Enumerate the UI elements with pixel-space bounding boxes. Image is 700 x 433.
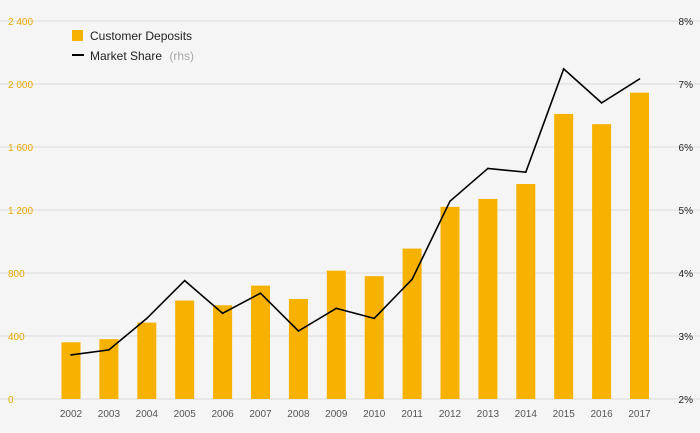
legend-label-deposits: Customer Deposits (90, 29, 192, 43)
x-tick-label: 2010 (363, 409, 386, 420)
bar-2010 (364, 276, 384, 399)
market-share-point-2003 (108, 349, 110, 351)
market-share-point-2006 (221, 312, 224, 315)
x-tick-label: 2009 (325, 409, 348, 420)
y-left-tick-label: 2 000 (8, 80, 33, 91)
bar-2002 (61, 342, 81, 399)
bar-2011 (402, 248, 422, 399)
bar-2005 (175, 300, 195, 399)
market-share-point-2010 (373, 317, 376, 320)
bar-2007 (251, 285, 270, 399)
market-share-point-2017 (638, 78, 641, 80)
market-share-point-2007 (259, 292, 262, 294)
y-left-tick-label: 0 (8, 395, 14, 406)
x-tick-label: 2016 (590, 409, 613, 420)
deposit-bars (61, 92, 649, 400)
y-right-tick-label: 7% (679, 80, 694, 91)
market-share-point-2014 (525, 171, 527, 173)
left-axis-ticks: 0 400 800 1 200 1 600 2 000 2 400 (8, 17, 33, 406)
market-share-point-2015 (562, 68, 565, 70)
x-tick-label: 2015 (553, 409, 576, 420)
x-tick-label: 2005 (174, 409, 197, 420)
x-tick-label: 2017 (628, 409, 651, 420)
x-tick-label: 2003 (98, 409, 121, 420)
bar-2004 (137, 322, 157, 399)
market-share-point-2008 (297, 330, 300, 332)
market-share-line-group (70, 67, 641, 356)
x-tick-label: 2014 (515, 409, 538, 420)
y-right-tick-label: 6% (679, 143, 694, 154)
x-tick-label: 2007 (249, 409, 272, 420)
legend-swatch-deposits (72, 30, 83, 41)
x-axis-ticks: 2002 2003 2004 2005 2006 2007 2008 2009 2010 2011… (60, 409, 651, 420)
legend: Customer Deposits Market Share (rhs) (72, 29, 194, 63)
market-share-point-2011 (411, 278, 413, 281)
market-share-point-2004 (146, 317, 148, 320)
svg-text:Market Share (rhs): Market Share (rhs) (90, 49, 194, 63)
x-tick-label: 2011 (401, 409, 423, 420)
bar-2009 (326, 270, 346, 399)
y-left-tick-label: 1 600 (8, 143, 33, 154)
y-left-tick-label: 2 400 (8, 17, 33, 28)
y-left-tick-label: 1 200 (8, 206, 33, 217)
market-share-line (70, 67, 640, 356)
market-share-point-2016 (600, 102, 603, 104)
x-tick-label: 2012 (439, 409, 462, 420)
x-tick-label: 2013 (477, 409, 500, 420)
y-right-tick-label: 4% (679, 269, 694, 280)
bar-2003 (99, 339, 119, 399)
right-axis-ticks: 2% 3% 4% 5% 6% 7% 8% (679, 17, 694, 406)
bar-2008 (288, 298, 308, 399)
x-tick-label: 2008 (287, 409, 310, 420)
bar-2015 (554, 113, 574, 400)
market-share-point-2009 (335, 307, 338, 310)
x-tick-label: 2002 (60, 409, 83, 420)
legend-label-share-suffix: (rhs) (169, 49, 194, 63)
gridlines (0, 20, 700, 400)
x-tick-label: 2004 (136, 409, 159, 420)
bar-2006 (213, 305, 233, 399)
y-right-tick-label: 8% (679, 17, 694, 28)
bar-2016 (592, 124, 612, 399)
legend-label-share: Market Share (90, 49, 162, 63)
y-left-tick-label: 800 (8, 269, 25, 280)
bar-2013 (478, 198, 498, 399)
market-share-point-2013 (487, 167, 489, 170)
x-tick-label: 2006 (211, 409, 234, 420)
bar-2014 (516, 184, 536, 399)
y-right-tick-label: 3% (679, 332, 694, 343)
bar-2012 (440, 206, 460, 399)
market-share-point-2002 (70, 354, 72, 356)
market-share-point-2012 (449, 200, 451, 202)
y-right-tick-label: 5% (679, 206, 694, 217)
market-share-point-2005 (183, 279, 186, 282)
y-right-tick-label: 2% (679, 395, 694, 406)
bar-2017 (630, 92, 649, 399)
y-left-tick-label: 400 (8, 332, 25, 343)
